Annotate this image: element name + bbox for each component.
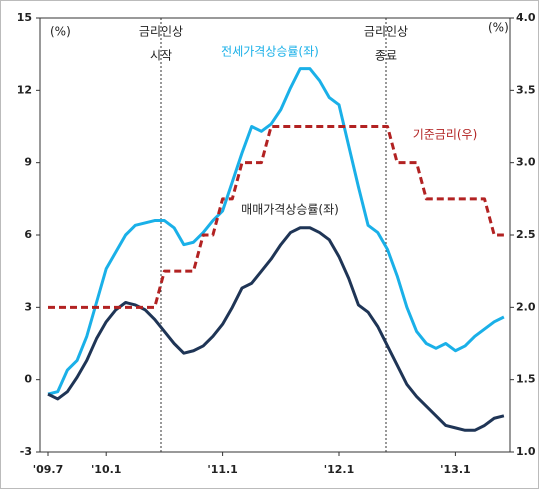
y2-tick-label: 1.0 [516, 445, 536, 458]
y-tick-label: 15 [17, 11, 32, 24]
y-unit: (%) [50, 25, 71, 39]
annotation-text: 종료 [375, 49, 397, 63]
y-tick-label: 3 [24, 300, 32, 313]
y2-tick-label: 4.0 [516, 11, 536, 24]
series-line [48, 125, 504, 309]
y-tick-label: 12 [17, 83, 32, 96]
x-tick-label: '12.1 [324, 463, 355, 476]
series-line [47, 226, 505, 432]
y2-tick-label: 2.0 [516, 300, 536, 313]
annotation-text: 금리인상 [364, 25, 408, 39]
y2-tick-label: 1.5 [516, 373, 536, 386]
y-tick-label: 9 [24, 156, 32, 169]
y-tick-label: 6 [24, 228, 32, 241]
y-tick-label: 0 [24, 373, 32, 386]
series-label: 전세가격상승률(좌) [221, 45, 319, 59]
series-label: 기준금리(우) [413, 128, 478, 142]
x-tick-label: '09.7 [33, 463, 64, 476]
annotation-text: 시작 [150, 49, 172, 63]
x-tick-label: '11.1 [207, 463, 238, 476]
series-label: 매매가격상승률(좌) [241, 203, 339, 217]
y2-tick-label: 2.5 [516, 228, 536, 241]
x-tick-label: '10.1 [91, 463, 122, 476]
y-tick-label: -3 [20, 445, 32, 458]
annotation-text: 금리인상 [139, 25, 183, 39]
y2-tick-label: 3.0 [516, 156, 536, 169]
y2-unit: (%) [488, 21, 509, 35]
y2-tick-label: 3.5 [516, 83, 536, 96]
x-tick-label: '13.1 [440, 463, 471, 476]
series-line [47, 67, 505, 396]
plot-frame [39, 17, 511, 453]
